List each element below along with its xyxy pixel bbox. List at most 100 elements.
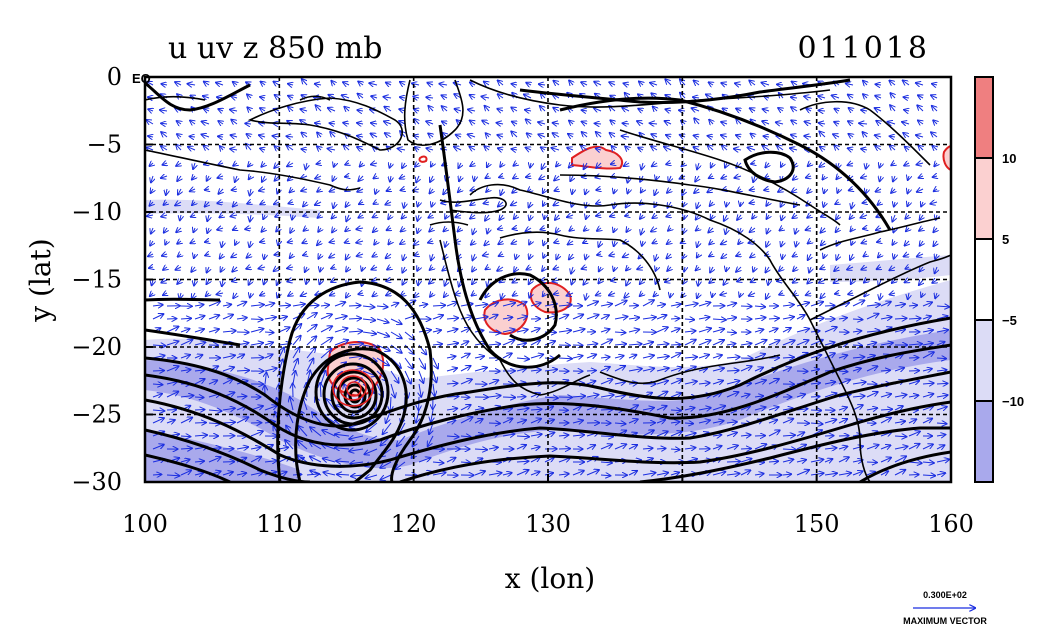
wind-vector — [232, 189, 237, 190]
wind-vector — [315, 176, 322, 179]
wind-vector — [892, 241, 895, 245]
wind-vector — [346, 214, 349, 221]
wind-vector — [821, 215, 825, 217]
wind-vector — [194, 423, 206, 424]
wind-vector — [487, 163, 489, 167]
wind-vector — [218, 136, 223, 137]
wind-vector — [371, 134, 378, 138]
wind-vector — [861, 149, 868, 150]
wind-vector — [151, 227, 153, 234]
wind-vector — [891, 163, 895, 165]
wind-vector — [600, 436, 613, 437]
wind-vector — [262, 228, 266, 232]
wind-vector — [641, 189, 643, 193]
wind-vector — [315, 202, 322, 205]
wind-vector — [610, 215, 615, 216]
wind-vector — [473, 227, 475, 234]
wind-vector — [317, 189, 321, 192]
wind-vector — [933, 241, 937, 246]
wind-vector — [194, 410, 204, 411]
wind-vector — [511, 132, 518, 138]
wind-vector — [556, 228, 559, 233]
wind-vector — [694, 81, 699, 85]
wind-vector — [147, 147, 154, 150]
wind-vector — [442, 121, 447, 124]
wind-vector — [610, 133, 615, 137]
wind-vector — [458, 189, 461, 192]
wind-vector — [642, 241, 643, 246]
wind-vector — [274, 82, 280, 85]
wind-vector — [204, 82, 209, 85]
wind-vector — [302, 79, 308, 86]
wind-vector — [329, 254, 336, 258]
wind-vector — [819, 163, 826, 167]
wind-vector — [903, 81, 910, 86]
wind-vector — [664, 147, 672, 150]
wind-vector — [385, 133, 392, 137]
wind-vector — [834, 122, 839, 124]
wind-vector — [808, 163, 811, 166]
wind-vector — [306, 162, 308, 169]
wind-vector — [836, 215, 839, 219]
wind-vector — [766, 240, 769, 247]
wind-vector — [903, 133, 910, 137]
wind-vector — [192, 202, 195, 205]
wind-vector — [834, 145, 839, 150]
wind-vector — [454, 147, 462, 150]
wind-vector — [851, 241, 853, 245]
wind-vector — [431, 253, 433, 260]
x-tick-label: 120 — [391, 510, 437, 538]
wind-vector — [610, 120, 615, 124]
wind-vector — [470, 95, 475, 98]
wind-vector — [778, 189, 783, 192]
wind-vector — [650, 123, 658, 124]
wind-vector — [876, 228, 881, 230]
wind-vector — [403, 253, 405, 260]
wind-vector — [932, 146, 937, 150]
wind-vector — [248, 163, 251, 166]
wind-vector — [164, 228, 167, 233]
wind-vector — [402, 215, 405, 219]
wind-vector — [917, 163, 924, 165]
wind-vector — [470, 215, 475, 219]
wind-vector — [250, 214, 251, 221]
wind-vector — [218, 121, 223, 124]
wind-vector — [750, 228, 755, 232]
wind-vector — [850, 215, 853, 219]
wind-vector — [908, 318, 921, 319]
wind-vector — [469, 147, 476, 150]
wind-vector — [738, 241, 741, 244]
wind-vector — [876, 84, 882, 85]
wind-vector — [595, 123, 602, 124]
wind-vector — [623, 123, 630, 124]
wind-vector — [230, 110, 238, 111]
wind-vector — [483, 254, 490, 256]
wind-vector — [385, 202, 392, 205]
wind-vector — [274, 202, 279, 204]
wind-vector — [530, 163, 531, 168]
wind-vector — [484, 146, 489, 150]
wind-vector — [372, 254, 377, 257]
wind-vector — [641, 227, 643, 234]
wind-vector — [176, 145, 181, 150]
wind-vector — [848, 148, 853, 150]
wind-vector — [708, 228, 713, 232]
wind-vector — [821, 228, 826, 233]
wind-vector — [233, 163, 237, 166]
wind-vector — [695, 176, 699, 182]
wind-vector — [624, 163, 629, 166]
wind-vector — [890, 105, 895, 112]
wind-vector — [918, 95, 923, 98]
wind-vector — [792, 215, 797, 218]
wind-vector — [290, 254, 293, 258]
wind-vector — [721, 176, 728, 179]
wind-vector — [373, 215, 377, 217]
x-tick-label: 130 — [525, 510, 571, 538]
wind-vector — [641, 162, 643, 169]
x-axis-label: x (lon) — [505, 562, 595, 595]
wind-vector — [514, 163, 518, 166]
wind-vector — [318, 254, 321, 259]
wind-vector — [375, 189, 377, 194]
wind-vector — [511, 202, 518, 205]
wind-vector — [289, 202, 294, 204]
